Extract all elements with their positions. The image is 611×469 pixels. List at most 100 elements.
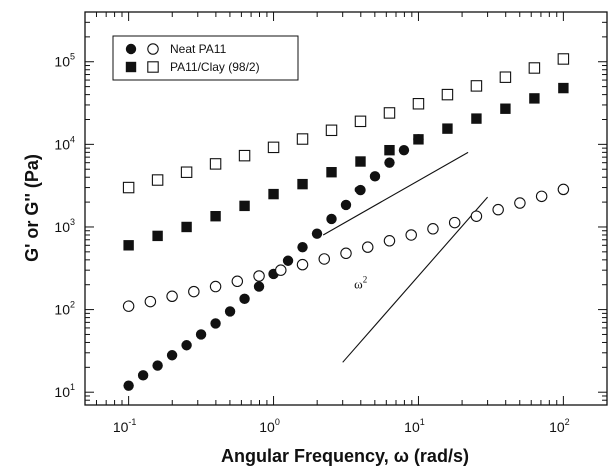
y-tick-label: 102 xyxy=(54,300,75,318)
legend-box xyxy=(112,35,299,81)
data-point xyxy=(558,82,569,94)
data-point xyxy=(499,71,512,83)
data-point xyxy=(442,123,453,134)
data-point xyxy=(384,157,395,168)
data-point xyxy=(471,113,482,124)
data-point xyxy=(427,223,439,235)
data-point xyxy=(340,199,352,211)
data-point xyxy=(195,329,207,340)
y-tick-label: 105 xyxy=(54,52,75,70)
series-open-square xyxy=(122,53,570,194)
data-point xyxy=(500,103,511,114)
data-point xyxy=(470,80,483,92)
slope-line xyxy=(322,151,469,236)
data-point xyxy=(412,98,425,110)
data-point xyxy=(448,216,461,229)
data-point xyxy=(405,229,417,241)
series-filled-square xyxy=(123,82,569,251)
data-point xyxy=(209,280,222,293)
legend-label: Neat PA11 xyxy=(170,42,227,56)
data-point xyxy=(238,149,251,162)
data-point xyxy=(383,235,396,247)
data-point xyxy=(318,253,331,265)
slope-label: ω2 xyxy=(354,274,367,291)
data-point xyxy=(296,258,309,271)
data-point xyxy=(181,340,192,351)
x-tick-label: 10-1 xyxy=(113,417,137,435)
data-point xyxy=(557,53,570,65)
data-point xyxy=(181,221,192,233)
data-point xyxy=(122,300,135,312)
x-tick-label: 100 xyxy=(259,417,280,435)
legend-marker xyxy=(147,61,159,73)
y-tick-label: 101 xyxy=(54,382,75,400)
data-point xyxy=(492,203,504,216)
data-point xyxy=(413,134,424,145)
plot-border xyxy=(84,11,608,406)
y-tick-label: 104 xyxy=(54,134,75,152)
data-point xyxy=(398,144,410,156)
data-point xyxy=(361,241,374,253)
data-points xyxy=(122,53,570,391)
x-axis-title: Angular Frequency, ω (rad/s) xyxy=(221,446,469,466)
data-point xyxy=(166,290,178,303)
data-point xyxy=(355,156,366,167)
data-point xyxy=(311,228,323,239)
legend-marker xyxy=(125,61,137,73)
data-point xyxy=(441,88,454,101)
slope-line xyxy=(342,196,489,363)
data-point xyxy=(325,124,338,137)
data-point xyxy=(535,190,548,203)
data-point xyxy=(151,174,164,186)
data-point xyxy=(275,264,287,276)
data-point xyxy=(470,210,483,222)
data-point xyxy=(152,360,163,371)
data-point xyxy=(268,188,279,200)
data-point xyxy=(267,141,280,154)
data-point xyxy=(224,306,236,317)
data-point xyxy=(137,370,149,381)
data-point xyxy=(354,115,367,128)
data-point xyxy=(239,200,250,212)
data-point xyxy=(340,247,352,260)
data-point xyxy=(253,281,265,292)
y-axis-ticks: 101 102 103 104 105 xyxy=(54,11,607,406)
data-point xyxy=(529,93,540,104)
data-point xyxy=(253,270,265,282)
legend: Neat PA11 PA11/Clay (98/2) xyxy=(112,35,299,81)
data-point xyxy=(369,171,381,182)
data-point xyxy=(297,241,308,253)
data-point xyxy=(297,178,308,190)
data-point xyxy=(123,380,134,391)
data-point xyxy=(383,107,396,119)
legend-marker xyxy=(125,43,137,55)
data-point xyxy=(152,230,163,242)
data-point xyxy=(210,318,221,329)
data-point xyxy=(528,62,541,74)
series-filled-circle xyxy=(123,134,424,391)
data-point xyxy=(123,240,134,251)
x-tick-label: 102 xyxy=(549,417,570,435)
data-point xyxy=(384,144,395,156)
data-point xyxy=(514,197,526,209)
legend-label: PA11/Clay (98/2) xyxy=(170,60,260,74)
y-axis-title: G' or G'' (Pa) xyxy=(22,154,42,262)
plot-frame xyxy=(84,11,608,406)
data-point xyxy=(355,184,366,196)
legend-marker xyxy=(147,43,159,55)
data-point xyxy=(180,166,193,178)
data-point xyxy=(296,133,309,145)
data-point xyxy=(557,183,570,196)
x-tick-label: 101 xyxy=(404,417,425,435)
x-axis-ticks: 10-1 100 101 102 xyxy=(84,12,608,435)
series-open-circle xyxy=(122,183,570,312)
data-point xyxy=(326,167,337,178)
data-point xyxy=(210,211,221,222)
y-tick-label: 103 xyxy=(54,217,75,235)
data-point xyxy=(166,350,178,361)
data-point xyxy=(122,181,135,194)
data-point xyxy=(144,295,157,308)
data-point xyxy=(239,293,250,305)
data-point xyxy=(282,255,294,266)
